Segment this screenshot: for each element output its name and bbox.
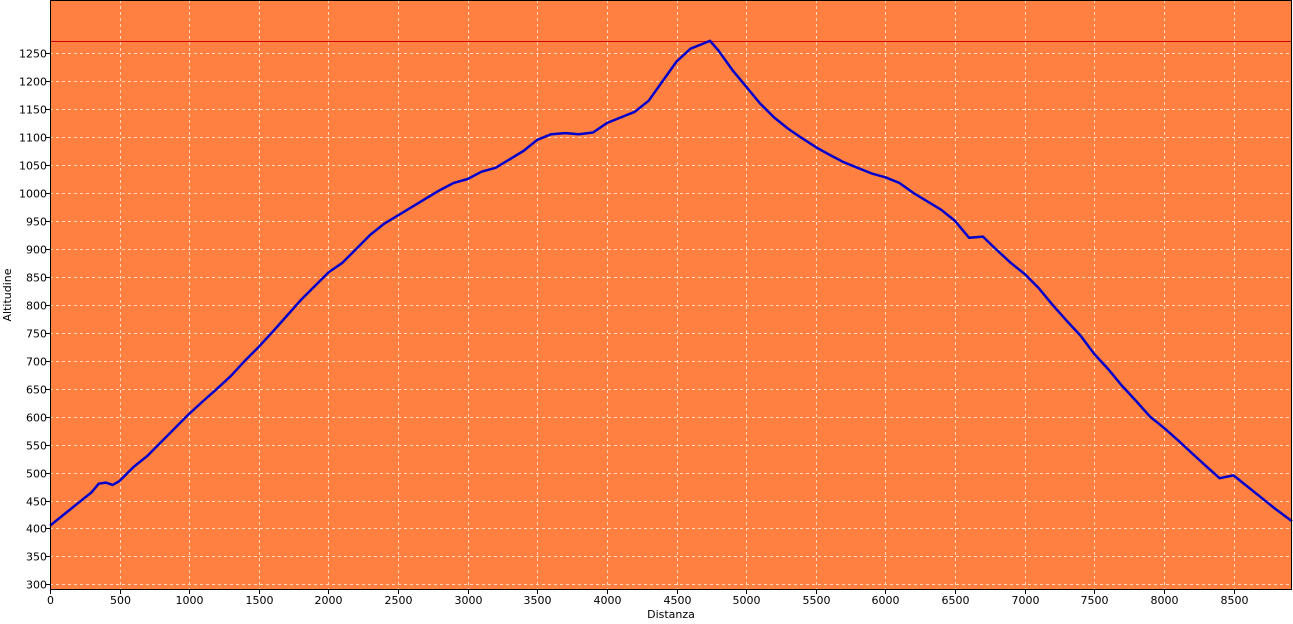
x-tick-label: 5500 [803, 594, 831, 607]
x-tick-label: 4500 [664, 594, 692, 607]
y-tick-label: 950 [26, 216, 47, 229]
x-tick-label: 2000 [315, 594, 343, 607]
y-tick-label: 650 [26, 384, 47, 397]
x-tick-label: 6500 [942, 594, 970, 607]
x-tick-label: 6000 [872, 594, 900, 607]
series-line [49, 39, 1293, 527]
x-tick-label: 2500 [385, 594, 413, 607]
x-tick-label: 1000 [176, 594, 204, 607]
y-tick-label: 600 [26, 412, 47, 425]
x-tick-label: 0 [47, 594, 54, 607]
y-tick-label: 900 [26, 244, 47, 257]
x-tick-label: 8500 [1221, 594, 1249, 607]
y-tick-label: 500 [26, 468, 47, 481]
x-axis: 0 500 1000 1500 2000 2500 3000 3500 4000 4500 5000… [47, 590, 1249, 607]
x-tick-label: 7000 [1012, 594, 1040, 607]
x-tick-label: 4000 [594, 594, 622, 607]
y-tick-label: 1000 [19, 188, 47, 201]
x-tick-label: 8000 [1151, 594, 1179, 607]
x-tick-label: 500 [110, 594, 131, 607]
y-tick-label: 750 [26, 328, 47, 341]
x-tick-label: 1500 [246, 594, 274, 607]
y-tick-label: 450 [26, 496, 47, 509]
y-axis-label: Altitudine [1, 268, 14, 321]
x-tick-label: 5000 [733, 594, 761, 607]
y-tick-label: 1100 [19, 132, 47, 145]
y-tick-label: 1250 [19, 48, 47, 61]
y-tick-label: 1200 [19, 76, 47, 89]
y-tick-label: 550 [26, 440, 47, 453]
plot-area [50, 0, 1292, 590]
y-tick-label: 800 [26, 300, 47, 313]
y-tick-label: 400 [26, 523, 47, 536]
y-axis: 300 350 400 450 500 550 600 650 700 750 800 850 900 9… [19, 48, 50, 592]
x-tick-label: 3500 [524, 594, 552, 607]
y-tick-label: 850 [26, 272, 47, 285]
y-tick-label: 700 [26, 356, 47, 369]
x-tick-label: 7500 [1081, 594, 1109, 607]
x-tick-label: 3000 [455, 594, 483, 607]
y-tick-label: 350 [26, 551, 47, 564]
y-tick-label: 300 [26, 579, 47, 592]
y-tick-label: 1050 [19, 160, 47, 173]
grid [50, 0, 1292, 590]
x-axis-label: Distanza [647, 608, 695, 621]
plot-frame [50, 0, 1292, 590]
y-tick-label: 1150 [19, 104, 47, 117]
